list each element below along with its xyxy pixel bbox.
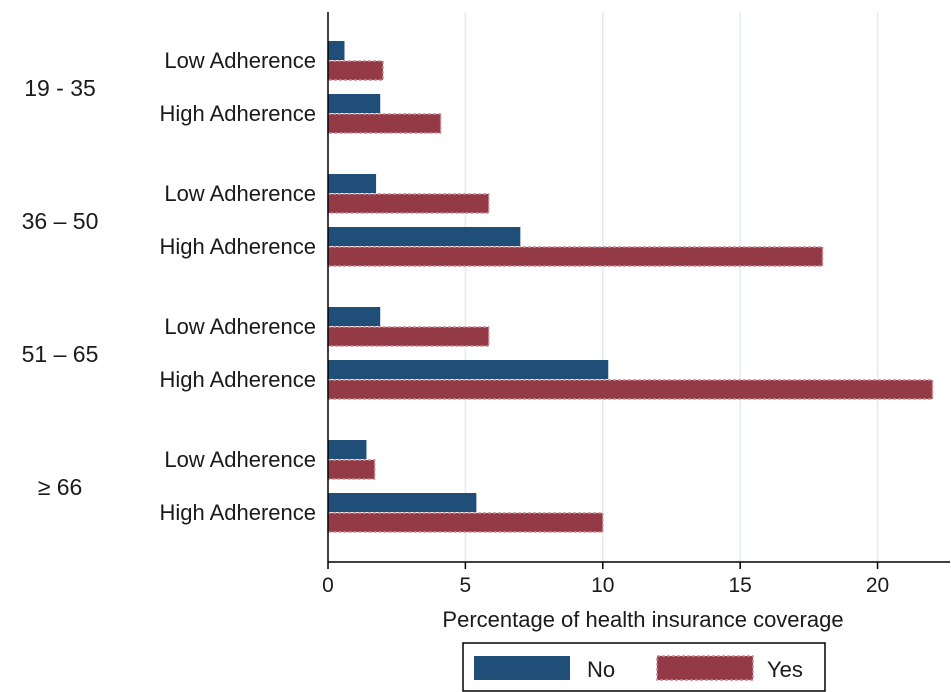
legend-label-no: No <box>587 657 615 682</box>
group-label: 36 – 50 <box>22 208 99 234</box>
group-label: 51 – 65 <box>22 341 99 367</box>
row-label: Low Adherence <box>164 48 316 73</box>
bar-no <box>328 440 367 459</box>
legend: No Yes <box>462 642 826 692</box>
bar-no <box>328 41 345 60</box>
legend-label-yes: Yes <box>767 657 803 682</box>
bar-no <box>328 174 377 193</box>
bar-no <box>328 227 521 246</box>
gridlines <box>464 12 879 562</box>
row-label: High Adherence <box>159 234 316 259</box>
row-label: High Adherence <box>159 500 316 525</box>
bar-no <box>328 493 477 512</box>
x-tick-label: 20 <box>866 574 889 597</box>
bar-yes <box>327 379 934 400</box>
x-axis: 0 5 10 15 20 <box>322 12 950 597</box>
row-label: Low Adherence <box>164 314 316 339</box>
x-axis-title: Percentage of health insurance coverage <box>442 607 843 632</box>
bars <box>327 41 934 533</box>
bar-yes <box>327 512 604 533</box>
row-label: Low Adherence <box>164 181 316 206</box>
bar-no <box>328 94 381 113</box>
x-tick-label: 0 <box>322 574 334 597</box>
row-label: Low Adherence <box>164 447 316 472</box>
row-label: High Adherence <box>159 101 316 126</box>
y-labels: Low Adherence High Adherence 19 - 35 Low Ad… <box>22 48 316 525</box>
bar-yes <box>327 326 490 347</box>
group-label: ≥ 66 <box>38 474 83 500</box>
bar-no <box>328 360 609 379</box>
bar-no <box>328 307 381 326</box>
bar-yes <box>327 60 384 81</box>
row-label: High Adherence <box>159 367 316 392</box>
bar-yes <box>327 459 376 480</box>
x-tick-label: 5 <box>460 574 472 597</box>
legend-swatch-yes <box>656 655 754 681</box>
bar-yes <box>327 246 824 267</box>
bar-yes <box>327 193 490 214</box>
legend-swatch-no <box>474 656 570 680</box>
legend-box <box>462 642 826 692</box>
group-label: 19 - 35 <box>24 75 96 101</box>
bar-yes <box>327 113 442 134</box>
x-tick-label: 15 <box>728 574 751 597</box>
x-tick-label: 10 <box>591 574 614 597</box>
